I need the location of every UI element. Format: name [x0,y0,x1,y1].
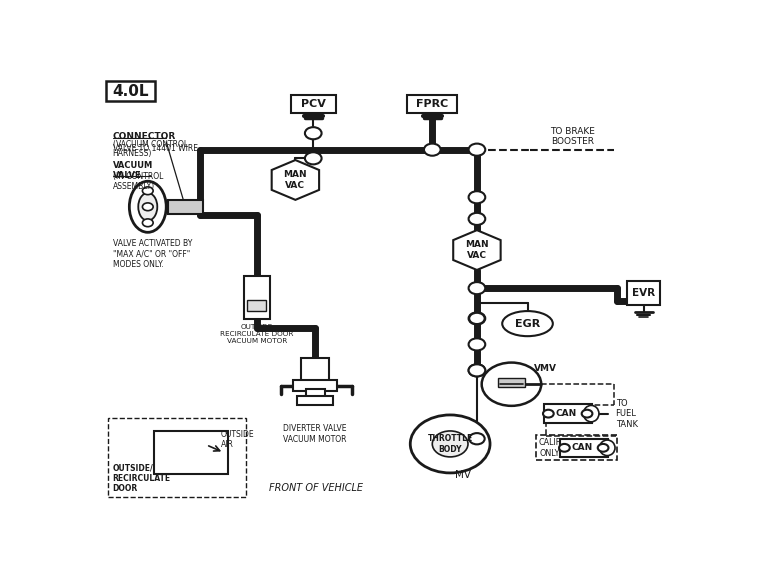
Circle shape [543,410,554,418]
Text: VALVE TO 14401 WIRE: VALVE TO 14401 WIRE [113,144,197,153]
Text: CAN: CAN [571,443,593,452]
Circle shape [142,219,153,226]
Text: HARNESS): HARNESS) [113,148,152,157]
Circle shape [142,203,153,211]
FancyBboxPatch shape [407,95,457,114]
Text: MV: MV [455,470,472,480]
FancyBboxPatch shape [290,95,336,114]
Circle shape [305,152,322,164]
FancyBboxPatch shape [293,380,337,391]
Circle shape [482,362,541,406]
Text: PCV: PCV [301,99,326,109]
FancyBboxPatch shape [297,396,333,405]
Text: THROTTLE
BODY: THROTTLE BODY [428,434,473,454]
Circle shape [468,338,485,351]
Text: OUTSIDE
RECIRCULATE DOOR
VACUUM MOTOR: OUTSIDE RECIRCULATE DOOR VACUUM MOTOR [220,324,293,343]
FancyBboxPatch shape [560,439,607,457]
Circle shape [305,127,322,139]
Ellipse shape [129,182,166,232]
Text: 4.0L: 4.0L [112,84,149,99]
Text: EGR: EGR [515,319,540,329]
Text: VACUUM
VALVE: VACUUM VALVE [113,161,153,180]
Text: (IN CONTROL
ASSEMBLY): (IN CONTROL ASSEMBLY) [113,172,163,192]
Ellipse shape [600,440,615,456]
Ellipse shape [138,193,157,221]
Circle shape [468,312,485,324]
FancyBboxPatch shape [627,281,660,306]
Text: CONNECTOR: CONNECTOR [113,132,176,141]
Circle shape [424,144,441,156]
Circle shape [468,191,485,203]
Polygon shape [453,230,501,270]
Text: CAN: CAN [555,409,577,418]
Text: FRONT OF VEHICLE: FRONT OF VEHICLE [270,483,363,493]
Text: VMV: VMV [534,364,557,373]
Circle shape [142,187,153,194]
FancyBboxPatch shape [301,358,329,387]
Text: MAN
VAC: MAN VAC [283,170,307,189]
Circle shape [581,410,592,418]
FancyBboxPatch shape [167,200,203,214]
Circle shape [468,213,485,225]
Ellipse shape [584,405,599,422]
FancyBboxPatch shape [498,378,525,387]
Circle shape [469,313,485,324]
FancyBboxPatch shape [106,81,155,101]
FancyBboxPatch shape [247,300,266,311]
Text: TO
FUEL
TANK: TO FUEL TANK [616,398,637,429]
Text: OUTSIDE
AIR: OUTSIDE AIR [221,430,255,449]
Circle shape [469,433,485,445]
Text: EVR: EVR [632,288,655,298]
FancyBboxPatch shape [154,431,228,474]
Text: FPRC: FPRC [416,99,449,109]
Text: MAN
VAC: MAN VAC [465,241,488,260]
Ellipse shape [502,311,553,336]
FancyBboxPatch shape [306,388,325,398]
Circle shape [559,444,570,452]
Circle shape [410,415,490,473]
Circle shape [432,431,468,457]
FancyBboxPatch shape [545,404,592,423]
Circle shape [468,364,485,377]
Text: (VACUUM CONTROL: (VACUUM CONTROL [113,140,188,149]
Text: OUTSIDE/
RECIRCULATE
DOOR: OUTSIDE/ RECIRCULATE DOOR [113,464,170,493]
Text: DIVERTER VALVE
VACUUM MOTOR: DIVERTER VALVE VACUUM MOTOR [283,424,347,444]
Circle shape [468,282,485,294]
Text: TO BRAKE
BOOSTER: TO BRAKE BOOSTER [550,127,594,146]
Circle shape [598,444,608,452]
Circle shape [468,144,485,156]
Circle shape [468,364,485,377]
FancyBboxPatch shape [243,277,270,319]
Text: CALIF
ONLY: CALIF ONLY [538,438,561,457]
Polygon shape [272,160,319,200]
Text: VALVE ACTIVATED BY
"MAX A/C" OR "OFF"
MODES ONLY.: VALVE ACTIVATED BY "MAX A/C" OR "OFF" MO… [113,239,192,269]
